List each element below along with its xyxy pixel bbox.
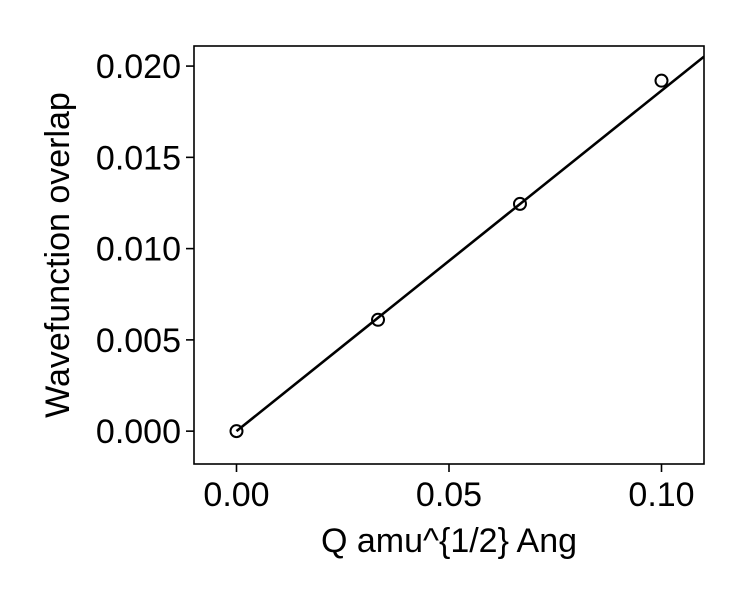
x-axis-ticks: 0.00 0.05 0.10: [203, 464, 695, 514]
data-point: [654, 73, 669, 88]
data-point: [229, 424, 244, 439]
data-point: [512, 196, 527, 211]
data-point: [371, 312, 386, 327]
y-tick-label: 0.010: [96, 231, 181, 269]
y-tick-label: 0.020: [96, 48, 181, 86]
y-axis-ticks: 0.000 0.005 0.010 0.015 0.020: [96, 48, 194, 451]
x-tick-label: 0.05: [416, 476, 482, 514]
plot-area: [229, 55, 704, 439]
x-tick-label: 0.00: [203, 476, 269, 514]
axes-frame: [193, 45, 705, 465]
x-axis-label: Q amu^{1/2} Ang: [321, 522, 577, 560]
y-axis-label: Wavefunction overlap: [39, 92, 77, 418]
fit-line: [235, 55, 704, 433]
x-tick-label: 0.10: [628, 476, 694, 514]
y-tick-label: 0.005: [96, 322, 181, 360]
y-tick-label: 0.000: [96, 413, 181, 451]
y-tick-label: 0.015: [96, 139, 181, 177]
